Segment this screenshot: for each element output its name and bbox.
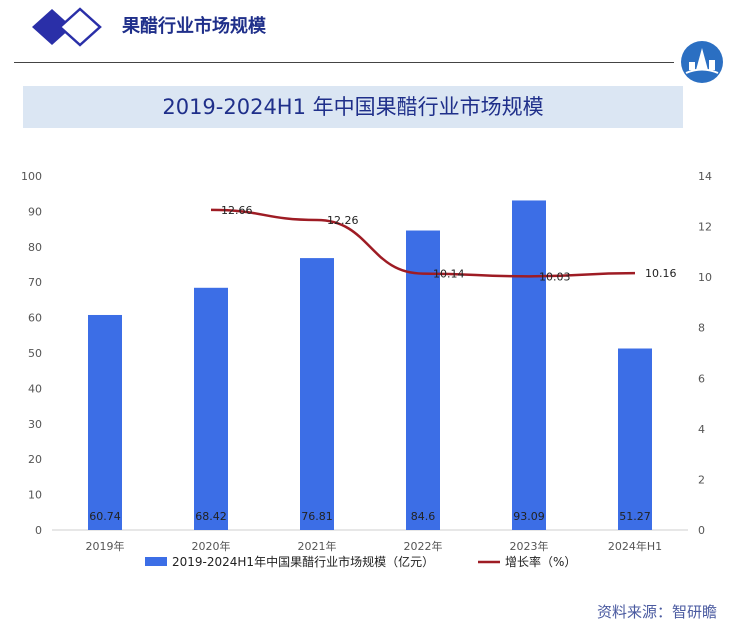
header-title: 果醋行业市场规模 bbox=[122, 16, 266, 37]
y-left-tick-label: 30 bbox=[28, 418, 42, 431]
x-tick-label: 2022年 bbox=[404, 539, 443, 553]
legend-line-label: 增长率（%） bbox=[505, 554, 576, 569]
bar-value-label: 84.6 bbox=[411, 510, 436, 523]
legend-bar-swatch bbox=[145, 557, 167, 566]
legend-bar-label: 2019-2024H1年中国果醋行业市场规模（亿元） bbox=[172, 554, 434, 569]
bar bbox=[88, 314, 122, 530]
chart-title: 2019-2024H1 年中国果醋行业市场规模 bbox=[162, 95, 544, 119]
bar-value-label: 60.74 bbox=[89, 510, 121, 523]
y-right-tick-label: 12 bbox=[698, 221, 712, 234]
x-tick-label: 2020年 bbox=[192, 539, 231, 553]
bar bbox=[406, 230, 440, 530]
y-left-tick-label: 70 bbox=[28, 276, 42, 289]
y-right-tick-label: 10 bbox=[698, 271, 712, 284]
x-tick-label: 2019年 bbox=[86, 539, 125, 553]
y-left-tick-label: 100 bbox=[21, 170, 42, 183]
bar bbox=[618, 348, 652, 530]
y-right-tick-label: 2 bbox=[698, 473, 705, 486]
diamond-logo-icon bbox=[32, 7, 102, 47]
y-left-tick-label: 20 bbox=[28, 453, 42, 466]
chart-title-box: 2019-2024H1 年中国果醋行业市场规模 bbox=[23, 86, 683, 128]
x-tick-label: 2024年H1 bbox=[608, 539, 662, 553]
line-value-label: 12.66 bbox=[221, 204, 253, 217]
source-note: 资料来源：智研瞻 bbox=[596, 603, 717, 621]
bar bbox=[512, 200, 546, 530]
y-right-tick-label: 14 bbox=[698, 170, 712, 183]
y-left-tick-label: 10 bbox=[28, 489, 42, 502]
y-right-tick-label: 6 bbox=[698, 372, 705, 385]
bar-value-label: 76.81 bbox=[301, 510, 333, 523]
y-left-tick-label: 0 bbox=[35, 524, 42, 537]
line-value-label: 10.03 bbox=[539, 270, 571, 283]
header-divider bbox=[14, 62, 674, 63]
growth-rate-line bbox=[210, 208, 636, 278]
y-right-tick-label: 0 bbox=[698, 524, 705, 537]
y-left-tick-label: 50 bbox=[28, 347, 42, 360]
bar-value-label: 68.42 bbox=[195, 510, 227, 523]
y-left-tick-label: 60 bbox=[28, 312, 42, 325]
bar-value-label: 93.09 bbox=[513, 510, 545, 523]
y-left-tick-label: 90 bbox=[28, 205, 42, 218]
x-tick-label: 2023年 bbox=[510, 539, 549, 553]
brand-badge-icon bbox=[681, 41, 723, 83]
y-right-tick-label: 8 bbox=[698, 322, 705, 335]
bar bbox=[194, 287, 228, 530]
line-value-label: 10.14 bbox=[433, 268, 465, 281]
y-left-tick-label: 40 bbox=[28, 382, 42, 395]
line-value-label: 12.26 bbox=[327, 214, 359, 227]
y-left-tick-label: 80 bbox=[28, 241, 42, 254]
bar-value-label: 51.27 bbox=[619, 510, 651, 523]
line-value-label: 10.16 bbox=[645, 267, 677, 280]
x-tick-label: 2021年 bbox=[298, 539, 337, 553]
bar bbox=[300, 258, 334, 530]
chart-canvas: 0 10 20 30 40 50 60 70 80 90 100 0 2 4 6 8 10 12 14 60.74 68… bbox=[21, 170, 712, 569]
y-right-tick-label: 4 bbox=[698, 423, 705, 436]
